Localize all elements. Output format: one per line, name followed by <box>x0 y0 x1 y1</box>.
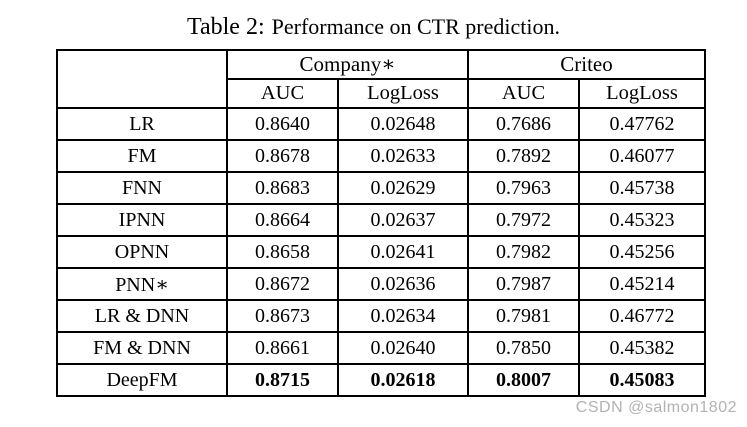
value-cell: 0.02636 <box>337 267 469 301</box>
value-cell: 0.45083 <box>578 363 706 397</box>
csdn-watermark: CSDN @salmon1802 <box>575 399 737 416</box>
table-row-ipnn: IPNN 0.8664 0.02637 0.7972 0.45323 <box>56 203 706 237</box>
value-cell: 0.8661 <box>226 331 339 365</box>
model-cell: IPNN <box>56 203 228 237</box>
table-row-opnn: OPNN 0.8658 0.02641 0.7982 0.45256 <box>56 235 706 269</box>
subheader-criteo-logloss: LogLoss <box>578 78 706 109</box>
value-cell: 0.45382 <box>578 331 706 365</box>
value-cell: 0.8664 <box>226 203 339 237</box>
value-cell: 0.02648 <box>337 107 469 141</box>
value-cell: 0.02641 <box>337 235 469 269</box>
table-row-pnn: PNN∗ 0.8672 0.02636 0.7987 0.45214 <box>56 267 706 301</box>
model-cell: PNN∗ <box>56 267 228 301</box>
value-cell: 0.7981 <box>467 299 580 333</box>
table-row-deepfm: DeepFM 0.8715 0.02618 0.8007 0.45083 <box>56 363 706 397</box>
performance-table: Company∗ Criteo AUC LogLoss AUC LogLoss … <box>56 49 706 397</box>
table-caption-text: Performance on CTR prediction. <box>271 14 560 39</box>
value-cell: 0.8672 <box>226 267 339 301</box>
model-cell: FM & DNN <box>56 331 228 365</box>
table-row-fm-dnn: FM & DNN 0.8661 0.02640 0.7850 0.45382 <box>56 331 706 365</box>
subheader-company-logloss: LogLoss <box>337 78 469 109</box>
value-cell: 0.02634 <box>337 299 469 333</box>
column-group-criteo: Criteo <box>467 49 706 80</box>
value-cell: 0.7972 <box>467 203 580 237</box>
value-cell: 0.7850 <box>467 331 580 365</box>
subheader-company-auc: AUC <box>226 78 339 109</box>
value-cell: 0.47762 <box>578 107 706 141</box>
model-cell: LR & DNN <box>56 299 228 333</box>
value-cell: 0.7892 <box>467 139 580 173</box>
value-cell: 0.46077 <box>578 139 706 173</box>
value-cell: 0.8673 <box>226 299 339 333</box>
model-cell: LR <box>56 107 228 141</box>
value-cell: 0.45323 <box>578 203 706 237</box>
corner-cell <box>56 49 228 109</box>
value-cell: 0.7982 <box>467 235 580 269</box>
value-cell: 0.02640 <box>337 331 469 365</box>
value-cell: 0.8678 <box>226 139 339 173</box>
model-cell: FNN <box>56 171 228 205</box>
value-cell: 0.45738 <box>578 171 706 205</box>
value-cell: 0.45256 <box>578 235 706 269</box>
model-cell: DeepFM <box>56 363 228 397</box>
value-cell: 0.8715 <box>226 363 339 397</box>
value-cell: 0.02637 <box>337 203 469 237</box>
value-cell: 0.8683 <box>226 171 339 205</box>
table-caption-label: Table 2: <box>187 14 265 40</box>
model-cell: OPNN <box>56 235 228 269</box>
value-cell: 0.02629 <box>337 171 469 205</box>
table-row-lr-dnn: LR & DNN 0.8673 0.02634 0.7981 0.46772 <box>56 299 706 333</box>
value-cell: 0.8658 <box>226 235 339 269</box>
value-cell: 0.7963 <box>467 171 580 205</box>
table-row-fm: FM 0.8678 0.02633 0.7892 0.46077 <box>56 139 706 173</box>
subheader-criteo-auc: AUC <box>467 78 580 109</box>
table-row-lr: LR 0.8640 0.02648 0.7686 0.47762 <box>56 107 706 141</box>
header-group-row: Company∗ Criteo <box>56 49 706 109</box>
table-caption: Table 2: Performance on CTR prediction. <box>0 14 747 41</box>
value-cell: 0.02633 <box>337 139 469 173</box>
value-cell: 0.8640 <box>226 107 339 141</box>
value-cell: 0.7686 <box>467 107 580 141</box>
column-group-company: Company∗ <box>226 49 469 80</box>
value-cell: 0.46772 <box>578 299 706 333</box>
value-cell: 0.7987 <box>467 267 580 301</box>
table-row-fnn: FNN 0.8683 0.02629 0.7963 0.45738 <box>56 171 706 205</box>
model-cell: FM <box>56 139 228 173</box>
header-subrow: AUC LogLoss AUC LogLoss <box>57 78 706 109</box>
value-cell: 0.02618 <box>337 363 469 397</box>
value-cell: 0.45214 <box>578 267 706 301</box>
value-cell: 0.8007 <box>467 363 580 397</box>
